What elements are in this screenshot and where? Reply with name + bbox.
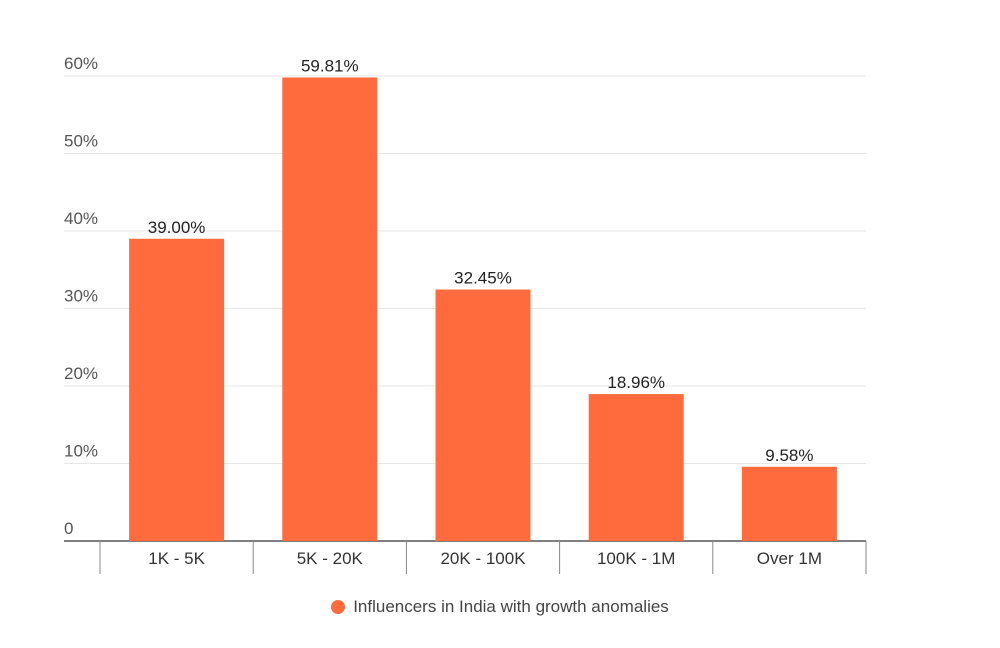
bar-chart: 0 10% 20% 30% 40% 50% 60% 39.00% 1K - 5K 59.81% 5K… bbox=[64, 54, 867, 574]
x-tick-label: 100K - 1M bbox=[597, 549, 675, 568]
y-tick-label: 30% bbox=[64, 287, 98, 306]
data-label: 9.58% bbox=[765, 446, 813, 465]
bar bbox=[741, 466, 837, 541]
data-label: 39.00% bbox=[148, 218, 206, 237]
y-tick-label: 50% bbox=[64, 132, 98, 151]
legend-swatch-icon bbox=[331, 600, 346, 614]
bar bbox=[435, 289, 531, 541]
legend: Influencers in India with growth anomali… bbox=[0, 597, 1000, 617]
y-tick-label: 20% bbox=[64, 364, 98, 383]
y-tick-label: 0 bbox=[64, 519, 73, 538]
bar bbox=[282, 77, 378, 541]
bar bbox=[588, 394, 684, 541]
data-label: 59.81% bbox=[301, 56, 359, 75]
x-tick-label: 1K - 5K bbox=[148, 549, 205, 568]
y-tick-label: 10% bbox=[64, 442, 98, 461]
y-tick-label: 60% bbox=[64, 54, 98, 73]
x-tick-label: 5K - 20K bbox=[297, 549, 364, 568]
x-tick-label: 20K - 100K bbox=[440, 549, 526, 568]
y-tick-label: 40% bbox=[64, 209, 98, 228]
data-label: 32.45% bbox=[454, 269, 512, 288]
data-label: 18.96% bbox=[607, 373, 665, 392]
bar bbox=[129, 238, 225, 541]
legend-label: Influencers in India with growth anomali… bbox=[353, 597, 669, 616]
x-tick-label: Over 1M bbox=[757, 549, 822, 568]
